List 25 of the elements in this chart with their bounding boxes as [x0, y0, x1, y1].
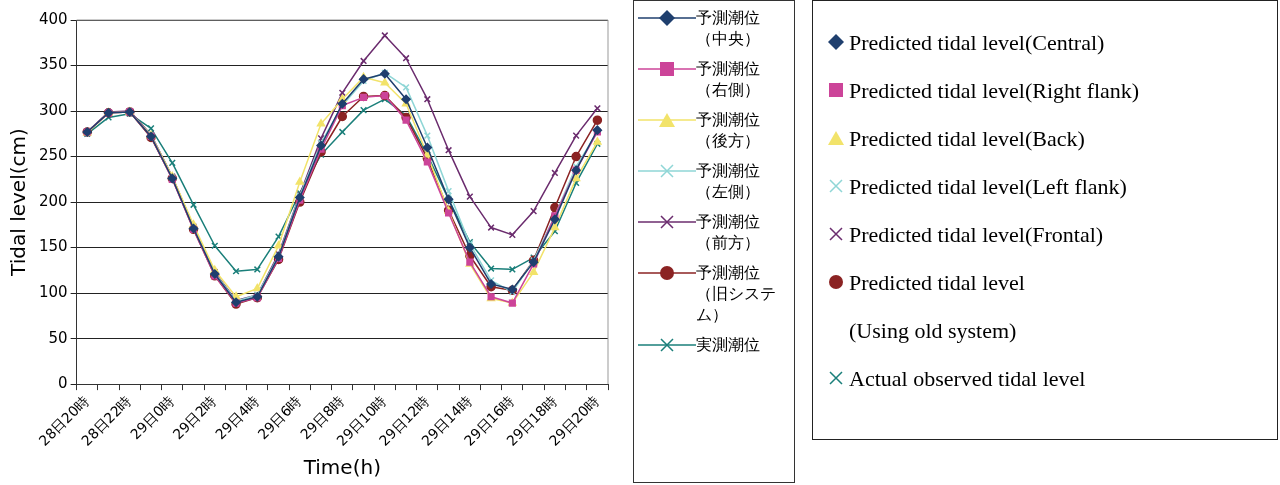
legend-label: 予測潮位（旧システム） — [696, 262, 777, 325]
y-tick-label: 100 — [38, 282, 68, 301]
text: Predicted tidal level(Left flank) — [849, 173, 1127, 201]
legend-label: 予測潮位（前方） — [696, 211, 761, 253]
y-tick-label: 50 — [48, 328, 68, 347]
text: Predicted tidal level(Right flank) — [849, 77, 1140, 105]
text: Predicted tidal level(Frontal) — [849, 221, 1104, 249]
x-axis-title: Time(h) — [302, 455, 381, 480]
legend-label: 予測潮位（中央） — [696, 7, 761, 49]
y-tick-label: 350 — [38, 55, 68, 74]
legend-label: 実測潮位 — [696, 334, 761, 355]
legend-label: 予測潮位（左側） — [696, 160, 761, 202]
text: Predicted tidal level(Central) — [849, 29, 1105, 57]
legend-label: 予測潮位（右側） — [696, 58, 761, 100]
y-tick-label: 150 — [38, 237, 68, 256]
y-tick-label: 300 — [38, 100, 68, 119]
y-tick-label: 250 — [38, 146, 68, 165]
legend-label: 予測潮位（後方） — [696, 109, 761, 151]
y-tick-label: 400 — [38, 9, 68, 28]
y-tick-label: 0 — [58, 374, 68, 393]
text: Predicted tidal level (Using old system) — [849, 269, 1025, 345]
y-axis-title: Tidal level(cm) — [6, 128, 31, 277]
text: Predicted tidal level(Back) — [849, 125, 1085, 153]
text: Actual observed tidal level — [849, 365, 1086, 393]
y-tick-label: 200 — [38, 191, 68, 210]
